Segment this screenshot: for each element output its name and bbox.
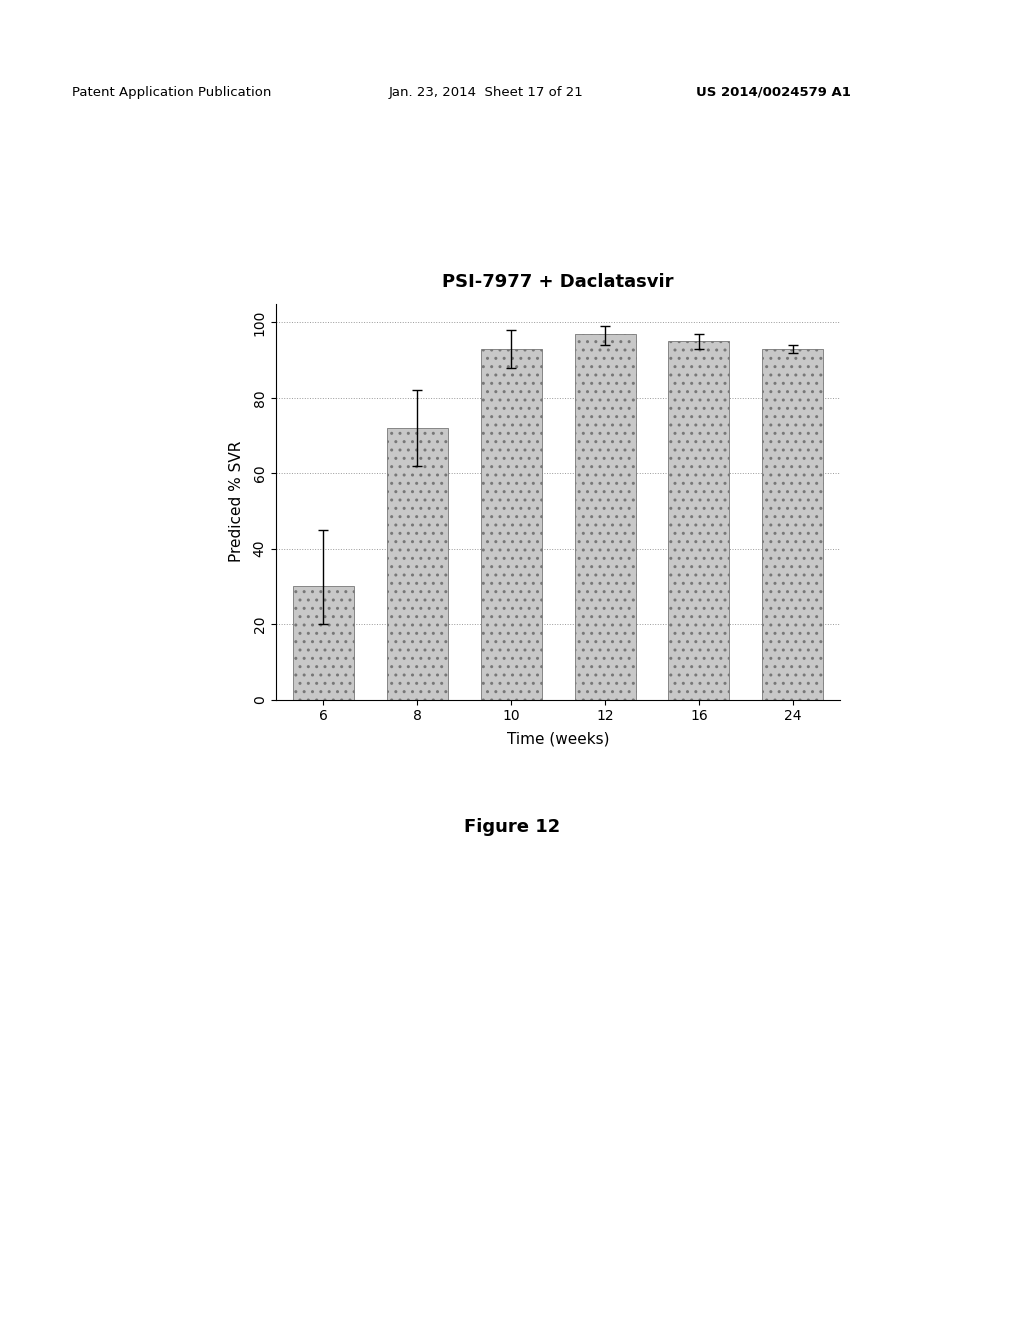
Y-axis label: Prediced % SVR: Prediced % SVR [229,441,245,562]
Bar [387,428,447,700]
Text: Jan. 23, 2014  Sheet 17 of 21: Jan. 23, 2014 Sheet 17 of 21 [389,86,584,99]
Bar [669,342,729,700]
Bar [762,348,823,700]
Text: Figure 12: Figure 12 [464,817,560,836]
Bar [293,586,354,700]
Title: PSI-7977 + Daclatasvir: PSI-7977 + Daclatasvir [442,273,674,290]
Bar [480,348,542,700]
X-axis label: Time (weeks): Time (weeks) [507,731,609,747]
Text: US 2014/0024579 A1: US 2014/0024579 A1 [696,86,851,99]
Text: Patent Application Publication: Patent Application Publication [72,86,271,99]
Bar [574,334,636,700]
